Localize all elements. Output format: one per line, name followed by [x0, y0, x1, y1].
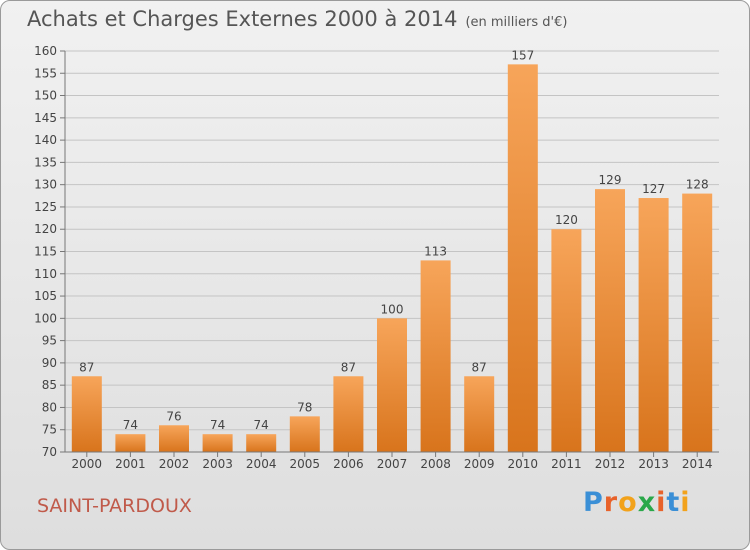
commune-name: SAINT-PARDOUX	[37, 495, 192, 517]
bar-2012	[595, 189, 625, 452]
bar-2006	[333, 376, 364, 452]
y-tick-label: 105	[34, 289, 57, 303]
bar-2014	[682, 193, 713, 453]
chart-subtitle: (en milliers d'€)	[465, 15, 568, 30]
x-tick-label: 2002	[159, 457, 190, 471]
value-label: 76	[166, 409, 181, 423]
y-tick-label: 160	[34, 44, 57, 58]
x-tick-label: 2009	[464, 457, 495, 471]
y-tick-label: 90	[42, 356, 57, 370]
logo-letter: o	[618, 487, 638, 518]
bar-2010	[507, 64, 538, 452]
value-label: 87	[341, 360, 356, 374]
x-tick-label: 2010	[508, 457, 539, 471]
bar-2004	[246, 434, 277, 452]
bar-2013	[638, 198, 669, 452]
x-tick-label: 2003	[202, 457, 233, 471]
value-label: 74	[210, 418, 225, 432]
x-tick-label: 2011	[551, 457, 582, 471]
value-labels: 87 74 76 74 74 78 87 100 113 87 157 120 129 127 128	[79, 48, 708, 432]
x-tick-label: 2001	[115, 457, 146, 471]
bar-2003	[202, 434, 233, 452]
value-label: 128	[686, 178, 709, 192]
bar-2011	[551, 229, 582, 452]
y-tick-label: 95	[42, 334, 57, 348]
bars	[71, 64, 713, 453]
value-label: 127	[642, 182, 665, 196]
y-tick-label: 110	[34, 267, 57, 281]
y-tick-label: 125	[34, 200, 57, 214]
logo-letter: t	[666, 487, 681, 518]
x-axis: 2000 2001 2002 2003 2004 2005 2006 2007 2008 2009…	[65, 451, 719, 471]
logo-letter: i	[656, 487, 667, 518]
value-label: 87	[472, 360, 487, 374]
x-tick-label: 2004	[246, 457, 277, 471]
bar-2005	[289, 416, 320, 452]
bar-2009	[464, 376, 495, 452]
bar-2001	[115, 434, 146, 452]
x-tick-label: 2012	[595, 457, 626, 471]
logo-letter: i	[680, 487, 691, 518]
bar-2000	[71, 376, 102, 452]
value-label: 113	[424, 244, 447, 258]
logo-letter: P	[583, 487, 604, 518]
value-label: 100	[381, 302, 404, 316]
x-tick-label: 2007	[377, 457, 408, 471]
y-tick-label: 130	[34, 178, 57, 192]
y-tick-label: 150	[34, 89, 57, 103]
y-tick-label: 70	[42, 445, 57, 459]
value-label: 87	[79, 360, 94, 374]
y-tick-label: 115	[34, 245, 57, 259]
x-tick-label: 2014	[682, 457, 713, 471]
y-tick-label: 145	[34, 111, 57, 125]
y-tick-label: 85	[42, 378, 57, 392]
value-label: 78	[297, 400, 312, 414]
y-tick-label: 140	[34, 133, 57, 147]
bar-2008	[420, 260, 451, 452]
y-tick-label: 155	[34, 66, 57, 80]
y-tick-label: 120	[34, 222, 57, 236]
x-tick-label: 2005	[290, 457, 321, 471]
y-tick-label: 80	[42, 400, 57, 414]
bar-2002	[159, 425, 189, 452]
x-tick-label: 2006	[333, 457, 364, 471]
y-tick-label: 135	[34, 155, 57, 169]
y-tick-label: 100	[34, 311, 57, 325]
y-tick-label: 75	[42, 423, 57, 437]
bar-2007	[377, 318, 407, 452]
title-text: Achats et Charges Externes 2000 à 2014	[27, 7, 458, 31]
chart-title: Achats et Charges Externes 2000 à 2014 (e…	[27, 7, 567, 31]
x-tick-label: 2013	[638, 457, 669, 471]
value-label: 129	[599, 173, 622, 187]
logo-letter: x	[637, 487, 657, 518]
value-label: 157	[511, 48, 534, 62]
value-label: 74	[254, 418, 269, 432]
x-tick-label: 2008	[420, 457, 451, 471]
value-label: 74	[123, 418, 138, 432]
proxiti-logo: Proxiti	[583, 487, 691, 518]
logo-letter: r	[603, 487, 619, 518]
value-label: 120	[555, 213, 578, 227]
y-axis: 70 75 80 85 90 95 100 105 110 115 120 125 130 135 140 1…	[34, 44, 66, 459]
x-tick-label: 2000	[72, 457, 103, 471]
